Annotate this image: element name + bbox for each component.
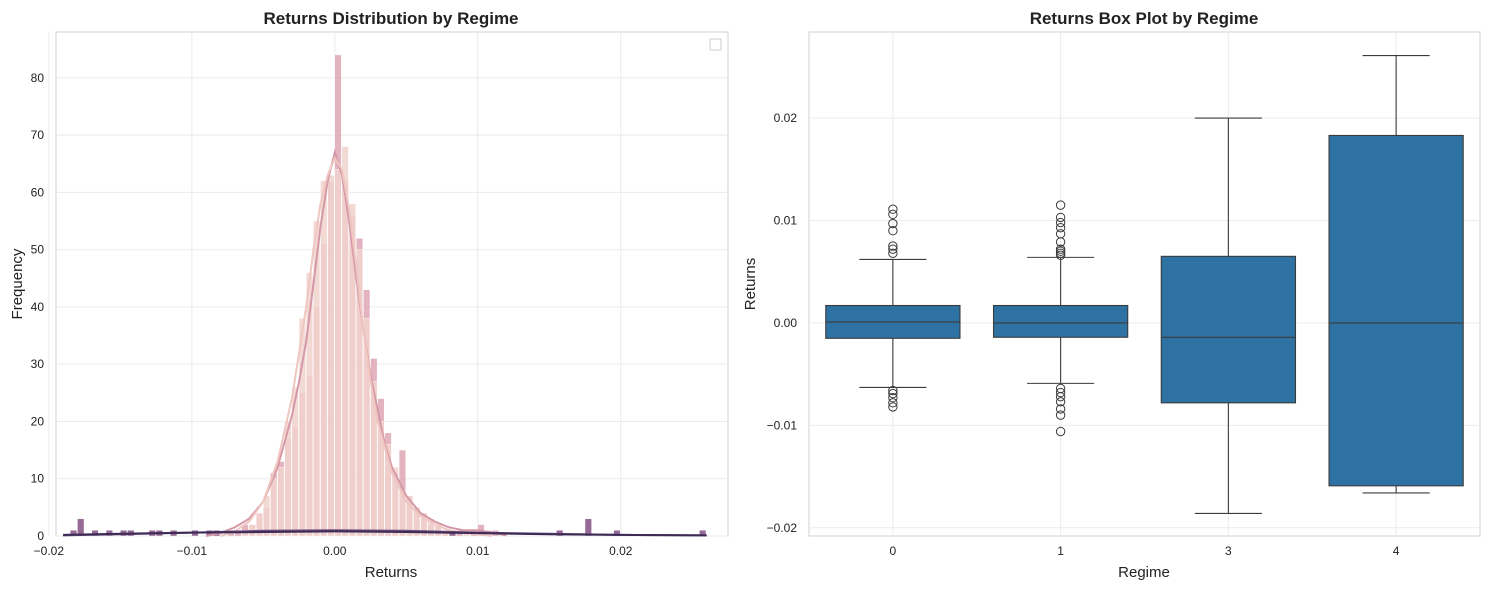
boxplot-y-axis-label: Returns (742, 258, 759, 311)
y-tick-label: 10 (31, 472, 45, 486)
histogram-bar (384, 444, 392, 537)
histogram-bar (584, 518, 592, 537)
y-tick-label: 0.01 (774, 213, 798, 227)
histogram-bar (434, 524, 442, 537)
histogram-bar (77, 518, 85, 537)
histogram-bar (320, 180, 328, 537)
y-tick-label: 80 (31, 71, 45, 85)
outlier-point (888, 204, 898, 214)
histogram-bar (255, 512, 263, 537)
y-tick-label: 0 (37, 529, 44, 543)
outlier-point (888, 393, 898, 403)
y-tick-label: −0.01 (767, 418, 798, 432)
y-tick-label: 60 (31, 185, 45, 199)
histogram-x-axis-label: Returns (365, 564, 418, 581)
histogram-bar (313, 220, 321, 537)
histogram-bar (391, 467, 399, 537)
histogram-bar (348, 203, 356, 537)
kde-curve (220, 155, 493, 537)
histogram-bar (356, 249, 364, 537)
x-tick-label: −0.02 (34, 544, 65, 558)
x-tick-label: 0.00 (323, 544, 347, 558)
histogram-bars (70, 54, 707, 537)
y-tick-label: 20 (31, 414, 45, 428)
x-tick-label: 4 (1393, 544, 1400, 558)
empty-legend-box (709, 38, 722, 51)
outlier-point (1055, 222, 1066, 233)
x-tick-label: 0.01 (466, 544, 490, 558)
outlier-point (1055, 426, 1066, 437)
y-tick-label: 0.02 (774, 111, 798, 125)
x-tick-label: 0.02 (609, 544, 633, 558)
y-tick-label: −0.02 (767, 521, 798, 535)
outlier-point (1055, 410, 1066, 420)
histogram-bar (406, 495, 414, 537)
outlier-point (888, 241, 898, 251)
outlier-point (1055, 404, 1066, 414)
y-tick-label: 30 (31, 357, 45, 371)
outlier-point (888, 226, 898, 236)
histogram-y-axis-label: Frequency (9, 248, 26, 319)
outlier-point (1055, 397, 1066, 407)
boxplot-title: Returns Box Plot by Regime (1030, 9, 1259, 28)
x-tick-label: 1 (1057, 544, 1064, 558)
histogram-panel: −0.02 −0.01 0.00 0.01 0.0201020304050607080 … (9, 9, 729, 581)
x-tick-label: 0 (890, 544, 897, 558)
histogram-bar (370, 381, 378, 537)
boxplot-boxes (825, 55, 1464, 515)
histogram-tick-labels: −0.02 −0.01 0.00 0.01 0.02 0 10 20 30 40 50 60 70 80 (31, 71, 633, 558)
outlier-point (888, 385, 898, 396)
histogram-bar (334, 169, 342, 537)
histogram-bar (270, 478, 278, 537)
histogram-bar (91, 530, 99, 537)
histogram-bar (277, 467, 285, 537)
histogram-bar (341, 146, 349, 537)
histogram-bar (363, 318, 371, 537)
histogram-title: Returns Distribution by Regime (263, 9, 518, 28)
x-tick-label: −0.01 (177, 544, 208, 558)
histogram-bar (291, 386, 299, 537)
box-iqr (1328, 134, 1464, 487)
outlier-point (1055, 200, 1066, 210)
y-tick-label: 40 (31, 300, 45, 314)
kde-curve (63, 530, 707, 537)
outlier-point (888, 244, 898, 254)
histogram-bar (327, 174, 335, 537)
boxplot-x-axis-label: Regime (1118, 564, 1170, 581)
outlier-point (888, 402, 898, 412)
outlier-point (1055, 212, 1066, 223)
histogram-plot-area (55, 31, 729, 537)
outlier-point (888, 248, 898, 258)
outlier-point (1055, 387, 1066, 398)
y-tick-label: 70 (31, 128, 45, 142)
histogram-bar (613, 530, 621, 537)
boxplot-panel: 0 1 3 4 −0.02 −0.01 0.00 0.01 0.02 Returns Box P… (742, 9, 1481, 581)
outlier-point (1055, 237, 1066, 247)
histogram-bar (284, 421, 292, 537)
y-tick-label: 50 (31, 243, 45, 257)
outlier-point (888, 218, 898, 229)
outlier-point (888, 209, 898, 220)
outlier-point (1055, 391, 1066, 402)
histogram-bar (306, 272, 313, 537)
outlier-point (888, 398, 898, 408)
outlier-point (1055, 217, 1066, 228)
histogram-bar (420, 512, 428, 537)
box-iqr (992, 304, 1129, 338)
outlier-point (1055, 250, 1066, 261)
y-tick-label: 0.00 (774, 316, 798, 330)
x-tick-label: 3 (1225, 544, 1232, 558)
histogram-bar (298, 318, 306, 537)
box-iqr (1160, 255, 1297, 404)
boxplot-tick-labels: 0 1 3 4 −0.02 −0.01 0.00 0.01 0.02 (767, 111, 1400, 558)
histogram-kde-curves (63, 148, 707, 537)
outlier-point (888, 388, 898, 399)
kde-curve (205, 148, 507, 537)
